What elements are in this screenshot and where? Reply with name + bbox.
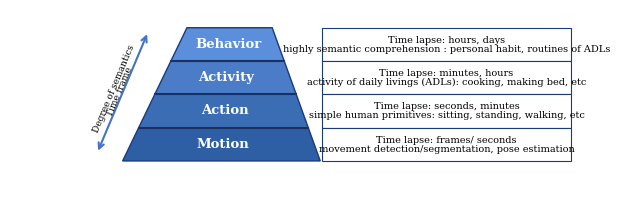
- Text: highly semantic comprehension : personal habit, routines of ADLs: highly semantic comprehension : personal…: [283, 45, 611, 54]
- Polygon shape: [123, 128, 320, 161]
- Text: Degree of semantics: Degree of semantics: [92, 44, 136, 134]
- Bar: [322, 61, 572, 94]
- Text: Time lapse: seconds, minutes: Time lapse: seconds, minutes: [374, 102, 520, 111]
- Bar: [322, 128, 572, 161]
- Text: movement detection/segmentation, pose estimation: movement detection/segmentation, pose es…: [319, 145, 575, 154]
- Text: activity of daily livings (ADLs): cooking, making bed, etc: activity of daily livings (ADLs): cookin…: [307, 78, 586, 87]
- Text: Time frame: Time frame: [106, 65, 134, 117]
- Bar: [322, 28, 572, 61]
- Polygon shape: [139, 94, 308, 128]
- Text: Time lapse: minutes, hours: Time lapse: minutes, hours: [380, 69, 514, 78]
- Polygon shape: [171, 28, 284, 61]
- Text: Behavior: Behavior: [195, 38, 262, 51]
- Text: Activity: Activity: [198, 71, 255, 84]
- Text: Motion: Motion: [196, 138, 249, 151]
- Text: Action: Action: [201, 104, 248, 117]
- Bar: [322, 94, 572, 128]
- Text: Time lapse: hours, days: Time lapse: hours, days: [388, 36, 505, 45]
- Text: simple human primitives: sitting, standing, walking, etc: simple human primitives: sitting, standi…: [308, 111, 584, 120]
- Text: Time lapse: frames/ seconds: Time lapse: frames/ seconds: [376, 136, 517, 144]
- Polygon shape: [155, 61, 296, 94]
